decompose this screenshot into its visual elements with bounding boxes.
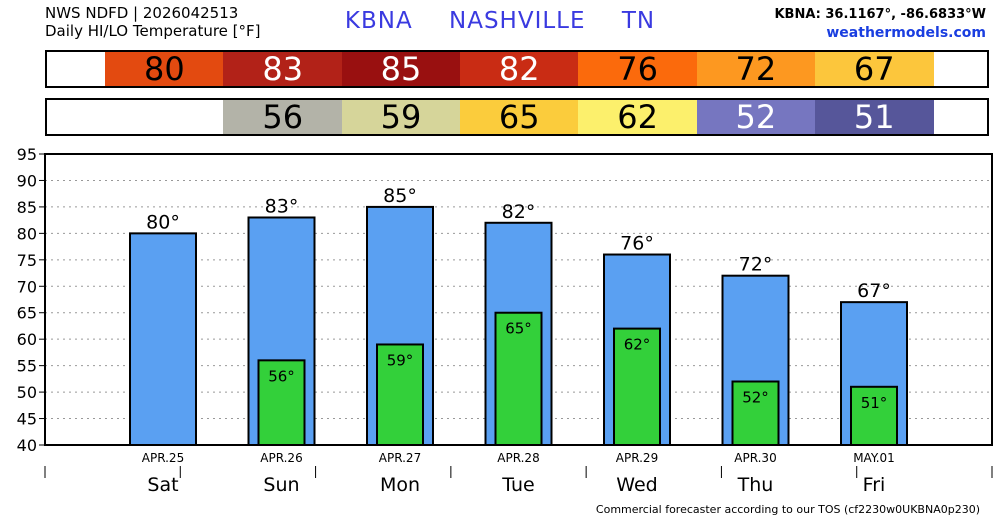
hi-bar: [129, 232, 197, 446]
station-code: KBNA: [344, 8, 413, 34]
lo-bar: [613, 327, 661, 447]
y-tick-label: 90: [17, 171, 37, 190]
lo-bar: [731, 380, 780, 447]
date-tick-label: APR.27: [379, 451, 421, 465]
lo_strip-cell: 52: [696, 100, 816, 134]
chart-header-right: KBNA: 36.1167°, -86.6833°W weathermodels…: [774, 5, 986, 43]
station-coords: KBNA: 36.1167°, -86.6833°W: [774, 7, 986, 22]
hi_strip-cell: 80: [105, 52, 224, 86]
site-link[interactable]: weathermodels.com: [826, 25, 986, 41]
date-tick-label: APR.28: [497, 451, 539, 465]
hi-bar-label: 67°: [857, 280, 891, 302]
y-tick-label: 75: [17, 251, 37, 270]
hi_strip-cell: 82: [459, 52, 579, 86]
hi-bar-label: 82°: [502, 201, 536, 223]
date-tick-label: MAY.01: [853, 451, 895, 465]
day-tick-label: Tue: [501, 474, 534, 496]
y-tick-label: 85: [17, 198, 37, 217]
station-state: TN: [621, 8, 656, 34]
y-tick-label: 95: [17, 145, 37, 164]
hi-bar-label: 83°: [265, 195, 299, 217]
y-tick-label: 70: [17, 277, 37, 296]
lo-bar: [494, 311, 543, 446]
lo-bar-label: 59°: [387, 351, 414, 369]
hi_strip-cell: 72: [696, 52, 816, 86]
day-tick-label: Wed: [616, 474, 657, 496]
lo-bar-label: 52°: [742, 389, 769, 407]
chart-header-left: NWS NDFD | 2026042513 Daily HI/LO Temper…: [45, 4, 261, 40]
y-tick-label: 65: [17, 304, 37, 323]
hi-bar-label: 80°: [146, 211, 180, 233]
lo_strip-cell: 56: [223, 100, 343, 134]
model-run-label: NWS NDFD | 2026042513: [45, 4, 239, 22]
y-tick-label: 40: [17, 436, 37, 455]
y-tick-label: 80: [17, 224, 37, 243]
y-tick-label: 55: [17, 357, 37, 376]
lo-bar-label: 51°: [861, 394, 888, 412]
y-tick-label: 60: [17, 330, 37, 349]
lo_strip-cell: 65: [459, 100, 579, 134]
day-tick-label: Sun: [263, 474, 299, 496]
day-tick-label: Thu: [737, 474, 774, 496]
hi_strip-cell: 67: [814, 52, 934, 86]
date-tick-label: APR.26: [260, 451, 302, 465]
tos-footer: Commercial forecaster according to our T…: [595, 503, 980, 516]
lo-temp-strip: 56 59 65 62 52 51: [45, 98, 989, 136]
date-tick-label: APR.29: [616, 451, 658, 465]
y-tick-label: 50: [17, 383, 37, 402]
variable-label: Daily HI/LO Temperature [°F]: [45, 22, 261, 40]
hi-temp-strip: 80 83 85 82 76 72 67: [45, 50, 989, 88]
lo-bar-label: 56°: [268, 367, 295, 385]
lo_strip-cell: 62: [578, 100, 697, 134]
y-tick-label: 45: [17, 410, 37, 429]
lo-bar-label: 62°: [624, 336, 651, 354]
hi_strip-cell: 83: [223, 52, 343, 86]
date-tick-label: APR.30: [734, 451, 776, 465]
hi-bar-label: 85°: [383, 185, 417, 207]
station-title: KBNA NASHVILLE TN: [0, 8, 1000, 34]
hi_strip-cell: 76: [578, 52, 697, 86]
lo_strip-cell: 59: [341, 100, 461, 134]
hi-bar-label: 76°: [620, 233, 654, 255]
lo-bar-label: 65°: [505, 320, 532, 338]
lo-bar: [850, 385, 898, 446]
lo-bar: [376, 343, 424, 446]
day-tick-label: Mon: [380, 474, 420, 496]
date-tick-label: APR.25: [142, 451, 184, 465]
day-tick-label: Fri: [863, 474, 886, 496]
hi_strip-cell: 85: [341, 52, 461, 86]
station-city: NASHVILLE: [449, 8, 586, 34]
lo_strip-cell: 51: [814, 100, 934, 134]
lo-bar: [257, 359, 306, 447]
day-tick-label: Sat: [147, 474, 178, 496]
hi-bar-label: 72°: [739, 254, 773, 276]
